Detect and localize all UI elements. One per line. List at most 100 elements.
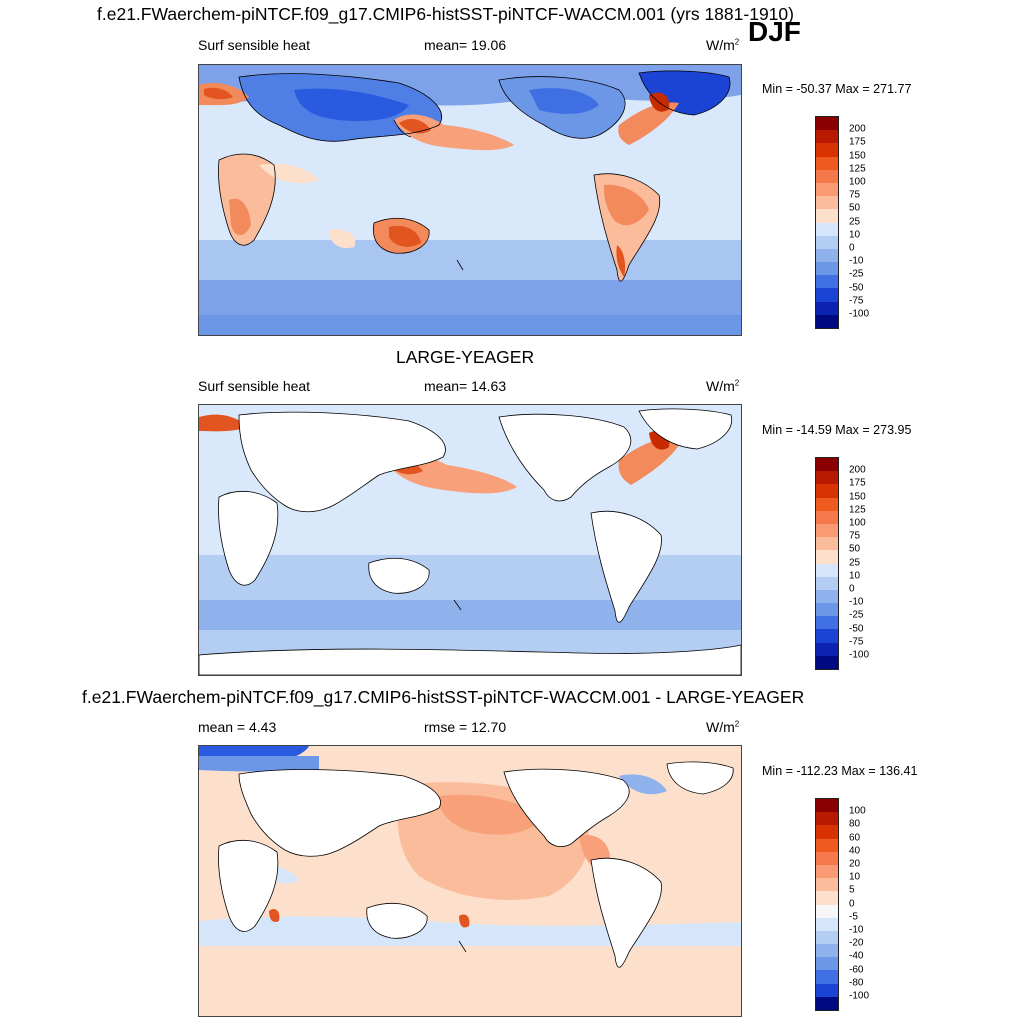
colorbar-cell — [816, 838, 838, 852]
colorbar-cell — [816, 222, 838, 236]
colorbar-cell — [816, 983, 838, 997]
panel3-title: f.e21.FWaerchem-piNTCF.f09_g17.CMIP6-his… — [82, 687, 805, 707]
colorbar-cell — [816, 589, 838, 604]
colorbar-tick-label: 175 — [849, 477, 866, 489]
colorbar-cell — [816, 576, 838, 590]
colorbar-tick-label: 0 — [849, 898, 855, 910]
colorbar-cell — [816, 917, 838, 931]
colorbar-cell — [816, 878, 838, 892]
colorbar-cell — [816, 156, 838, 170]
colorbar-cell — [816, 563, 838, 577]
colorbar-cell — [816, 471, 838, 485]
colorbar-cell — [816, 143, 838, 157]
panel3-mean: mean = 4.43 — [198, 719, 277, 735]
colorbar-tick-label: -10 — [849, 255, 864, 267]
panel2-units-base: W/m — [706, 378, 735, 394]
colorbar-cell — [816, 248, 838, 263]
colorbar-tick-label: 100 — [849, 805, 866, 817]
colorbar-tick-label: 100 — [849, 176, 866, 188]
colorbar-cell — [816, 603, 838, 617]
panel1-map — [198, 64, 742, 336]
colorbar-cell — [816, 196, 838, 210]
panel3-rmse: rmse = 12.70 — [424, 719, 507, 735]
colorbar-cell — [816, 169, 838, 183]
colorbar-tick-label: 0 — [849, 242, 855, 254]
panel2-minmax: Min = -14.59 Max = 273.95 — [762, 423, 912, 437]
colorbar-cell — [816, 629, 838, 643]
colorbar-tick-label: -20 — [849, 937, 864, 949]
colorbar-cell — [816, 996, 838, 1010]
colorbar-tick-label: -100 — [849, 990, 870, 1002]
colorbar-tick-label: 200 — [849, 464, 866, 476]
colorbar-tick-label: 25 — [849, 216, 861, 228]
colorbar-tick-label: 40 — [849, 845, 861, 857]
colorbar-tick-label: 20 — [849, 858, 861, 870]
colorbar-tick-label: 80 — [849, 818, 861, 830]
colorbar-tick-label: 50 — [849, 202, 861, 214]
panel2-title: LARGE-YEAGER — [396, 347, 535, 367]
colorbar-cell — [816, 851, 838, 865]
panel1-units: W/m2 — [706, 37, 739, 53]
colorbar-tick-label: -25 — [849, 268, 864, 280]
colorbar-tick-label: -75 — [849, 295, 864, 307]
colorbar-tick-label: 75 — [849, 189, 861, 201]
panel1-mean: mean= 19.06 — [424, 37, 507, 53]
colorbar-tick-label: 150 — [849, 491, 866, 503]
colorbar-cell — [816, 523, 838, 538]
colorbar-cell — [816, 864, 838, 879]
colorbar-tick-label: 150 — [849, 150, 866, 162]
colorbar-tick-label: -80 — [849, 977, 864, 989]
colorbar-cell — [816, 301, 838, 315]
colorbar-cell — [816, 117, 838, 131]
colorbar-tick-label: 125 — [849, 163, 866, 175]
colorbar-tick-label: 125 — [849, 504, 866, 516]
colorbar-tick-label: -5 — [849, 911, 858, 923]
colorbar-cell — [816, 130, 838, 144]
colorbar-tick-label: 0 — [849, 583, 855, 595]
colorbar-tick-label: 10 — [849, 570, 861, 582]
colorbar-tick-label: 50 — [849, 543, 861, 555]
season-label: DJF — [748, 16, 801, 47]
colorbar-cell — [816, 957, 838, 971]
panel2-map — [198, 404, 742, 676]
colorbar-tick-label: -60 — [849, 964, 864, 976]
colorbar-tick-label: 25 — [849, 557, 861, 569]
panel2-mean: mean= 14.63 — [424, 378, 507, 394]
colorbar-tick-label: -100 — [849, 649, 870, 661]
colorbar-cell — [816, 655, 838, 669]
panel2-variable: Surf sensible heat — [198, 378, 311, 394]
colorbar-cell — [816, 812, 838, 826]
colorbar-tick-label: -40 — [849, 950, 864, 962]
panel3-units-base: W/m — [706, 719, 735, 735]
colorbar-tick-label: 200 — [849, 123, 866, 135]
colorbar-tick-label: -25 — [849, 609, 864, 621]
colorbar-cell — [816, 209, 838, 223]
colorbar-cell — [816, 799, 838, 813]
colorbar-tick-label: -50 — [849, 623, 864, 635]
colorbar-cell — [816, 314, 838, 328]
panel1-colorbar — [815, 116, 839, 329]
panel1-minmax: Min = -50.37 Max = 271.77 — [762, 82, 912, 96]
colorbar-cell — [816, 458, 838, 472]
panel2-units: W/m2 — [706, 378, 739, 394]
colorbar-tick-label: 10 — [849, 229, 861, 241]
colorbar-cell — [816, 891, 838, 905]
panel2-units-exp: 2 — [734, 378, 740, 388]
colorbar-cell — [816, 288, 838, 302]
panel3-minmax: Min = -112.23 Max = 136.41 — [762, 764, 918, 778]
colorbar-cell — [816, 235, 838, 249]
colorbar-cell — [816, 262, 838, 276]
panel3-colorbar — [815, 798, 839, 1011]
colorbar-tick-label: -10 — [849, 596, 864, 608]
colorbar-cell — [816, 537, 838, 551]
panel1-variable: Surf sensible heat — [198, 37, 311, 53]
panel1-units-exp: 2 — [734, 37, 740, 47]
colorbar-cell — [816, 642, 838, 656]
main-title: f.e21.FWaerchem-piNTCF.f09_g17.CMIP6-his… — [97, 4, 794, 24]
colorbar-cell — [816, 484, 838, 498]
colorbar-cell — [816, 944, 838, 958]
colorbar-tick-label: 5 — [849, 884, 855, 896]
colorbar-cell — [816, 970, 838, 984]
panel3-map — [198, 745, 742, 1017]
colorbar-cell — [816, 930, 838, 945]
